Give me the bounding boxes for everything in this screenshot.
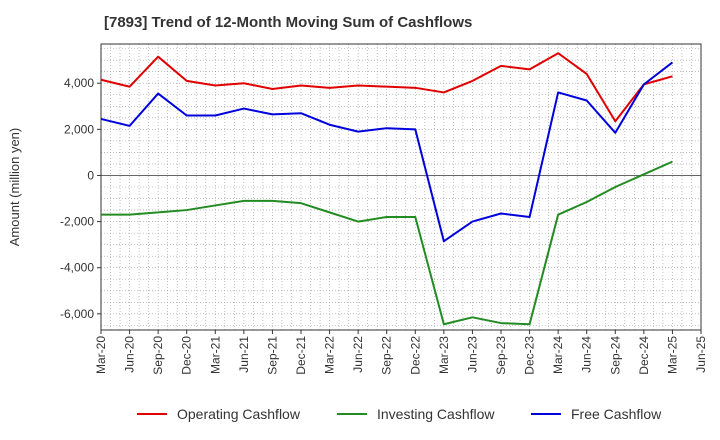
x-tick-label: Sep-21 bbox=[265, 336, 279, 375]
x-tick-label: Mar-24 bbox=[551, 336, 565, 374]
y-axis-label: Amount (million yen) bbox=[7, 128, 22, 247]
series-lines bbox=[100, 52, 674, 326]
y-tick-label: -2,000 bbox=[60, 215, 94, 229]
x-axis-ticks: Mar-20 Jun-20 Sep-20 Dec-20 Mar-21 Jun-21 Sep-… bbox=[94, 330, 708, 375]
y-axis-ticks: 4,000 2,000 0 -2,000 -4,000 -6,000 bbox=[60, 76, 101, 321]
x-tick-label: Jun-22 bbox=[351, 336, 365, 373]
x-tick-label: Mar-23 bbox=[437, 336, 451, 374]
legend: Operating Cashflow Investing Cashflow Free… bbox=[137, 406, 662, 422]
x-tick-label: Dec-22 bbox=[408, 336, 422, 375]
series-line-operating-cashflow bbox=[100, 52, 673, 123]
x-tick-label: Dec-21 bbox=[294, 336, 308, 375]
y-tick-label: 2,000 bbox=[64, 122, 94, 136]
x-tick-label: Mar-20 bbox=[94, 336, 108, 374]
x-tick-label: Jun-25 bbox=[694, 336, 708, 373]
plot-frame bbox=[100, 43, 702, 331]
x-tick-label: Sep-20 bbox=[151, 336, 165, 375]
x-tick-label: Jun-23 bbox=[465, 336, 479, 373]
x-tick-label: Dec-20 bbox=[180, 336, 194, 375]
x-tick-label: Jun-20 bbox=[123, 336, 137, 373]
legend-label-investing-cashflow: Investing Cashflow bbox=[377, 406, 495, 422]
chart-title: [7893] Trend of 12-Month Moving Sum of C… bbox=[104, 14, 473, 31]
x-tick-label: Mar-22 bbox=[323, 336, 337, 374]
x-tick-label: Mar-25 bbox=[665, 336, 679, 374]
x-tick-label: Sep-23 bbox=[494, 336, 508, 375]
x-tick-label: Mar-21 bbox=[208, 336, 222, 374]
y-tick-label: -4,000 bbox=[60, 261, 94, 275]
legend-label-operating-cashflow: Operating Cashflow bbox=[177, 406, 301, 422]
x-tick-label: Sep-22 bbox=[380, 336, 394, 375]
y-tick-label: 0 bbox=[87, 168, 94, 182]
series-line-investing-cashflow bbox=[101, 160, 673, 326]
legend-label-free-cashflow: Free Cashflow bbox=[571, 406, 662, 422]
x-tick-label: Sep-24 bbox=[608, 336, 622, 375]
x-tick-label: Jun-24 bbox=[580, 336, 594, 373]
series-line-free-cashflow bbox=[100, 61, 674, 243]
x-tick-label: Jun-21 bbox=[237, 336, 251, 373]
y-tick-label: 4,000 bbox=[64, 76, 94, 90]
x-tick-label: Dec-24 bbox=[637, 336, 651, 375]
y-tick-label: -6,000 bbox=[60, 307, 94, 321]
x-tick-label: Dec-23 bbox=[523, 336, 537, 375]
